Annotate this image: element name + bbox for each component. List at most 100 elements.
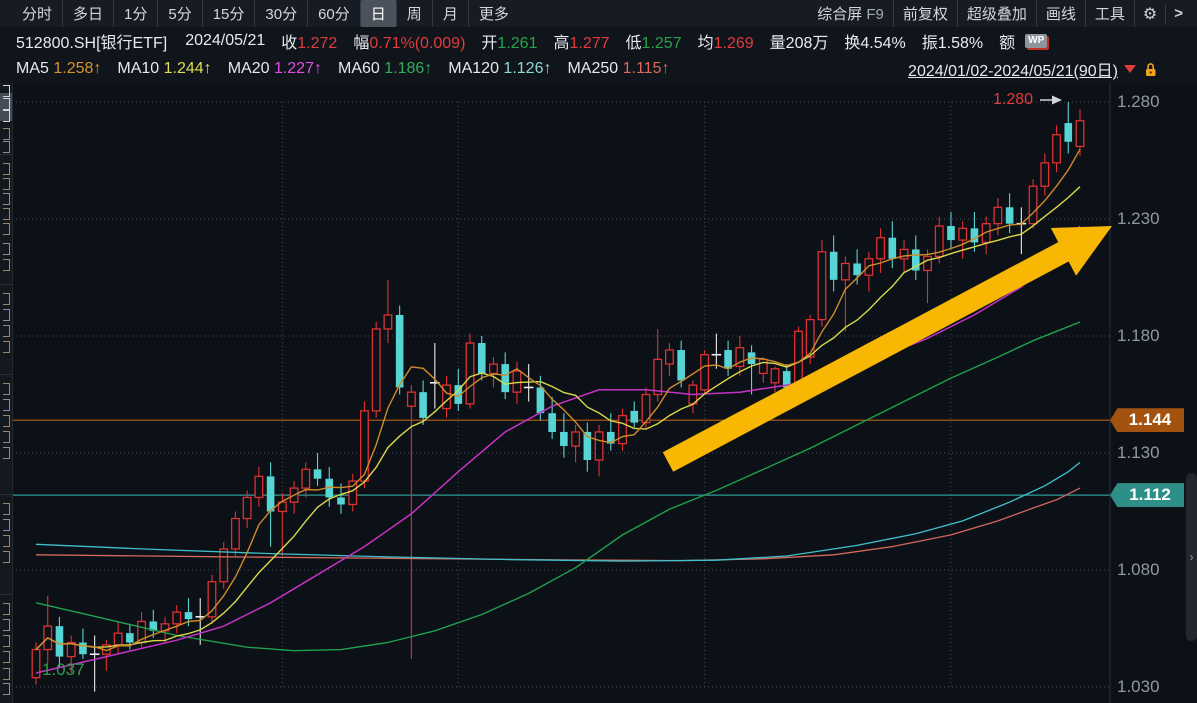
axis-tick-1.130: 1.130 [1117, 443, 1160, 462]
candle [664, 343, 674, 376]
candle [888, 221, 897, 269]
date-range-text[interactable]: 2024/01/02-2024/05/21(90日) [908, 63, 1118, 80]
candle [630, 401, 639, 428]
ma-line [35, 148, 1081, 652]
tool-2[interactable]: 超级叠加 [958, 0, 1037, 27]
quote-field-收: 收1.272 [281, 35, 338, 52]
timeframe-tab-6[interactable]: 60分 [308, 0, 361, 27]
chart-area[interactable]: 1.280 1.230 1.180 1.130 1.080 1.030 1.144 1.112… [0, 83, 1197, 703]
quote-field-高: 高1.277 [553, 35, 610, 52]
candle [1005, 193, 1014, 234]
quote-bar: 512800.SH[银行ETF] 2024/05/21 收1.272 幅0.71%… [0, 27, 1197, 55]
candle [242, 490, 252, 528]
timeframe-tab-8[interactable]: 周 [397, 0, 433, 27]
candle [1016, 207, 1027, 255]
candle [840, 256, 850, 332]
ma-item-MA10: MA10 1.244↑ [117, 60, 212, 77]
candle [947, 211, 955, 250]
candle [313, 453, 322, 486]
lock-icon[interactable] [1144, 62, 1157, 77]
timeframe-tabs: 分时 多日 1分 5分 15分 30分 60分日周月更多 [12, 0, 519, 27]
quote-field-均: 均1.269 [697, 35, 754, 52]
candle [230, 511, 240, 556]
candle [677, 340, 685, 388]
candle [1040, 153, 1050, 196]
candle [1028, 179, 1038, 229]
candle [876, 228, 886, 273]
timeframe-tab-2[interactable]: 1分 [114, 0, 159, 27]
ma-item-MA250: MA250 1.115↑ [567, 60, 670, 77]
ma-item-MA5: MA5 1.258↑ [16, 60, 102, 77]
tool-3[interactable]: 画线 [1037, 0, 1086, 27]
candle [266, 462, 275, 547]
left-edge-strip[interactable] [0, 83, 13, 703]
timeframe-tab-9[interactable]: 月 [433, 0, 469, 27]
quote-field-振: 振1.58% [921, 35, 984, 52]
timeframe-tab-4[interactable]: 15分 [203, 0, 256, 27]
tool-4[interactable]: 工具 [1086, 0, 1135, 27]
axis-tick-1.230: 1.230 [1117, 209, 1160, 228]
price-badge-1.112: 1.112 [1110, 483, 1184, 508]
quote-field-换: 换4.54% [844, 35, 906, 52]
candle [548, 396, 556, 439]
candle [1064, 102, 1073, 154]
quote-field-量: 量208万 [769, 35, 829, 52]
timeframe-tab-0[interactable]: 分时 [12, 0, 64, 27]
candle [113, 621, 123, 655]
candle [149, 609, 158, 638]
candle [700, 350, 710, 395]
candle [993, 197, 1003, 236]
timeframe-tab-10[interactable]: 更多 [478, 6, 509, 23]
candle [489, 357, 498, 388]
ma-line [35, 461, 1081, 562]
axis-tick-1.280: 1.280 [1117, 92, 1160, 111]
ma-item-MA20: MA20 1.227↑ [227, 60, 322, 77]
high-price-annotation: 1.280 [993, 91, 1033, 109]
timeframe-tab-1[interactable]: 多日 [63, 0, 115, 27]
gear-icon[interactable]: ⚙ [1135, 3, 1167, 24]
candlestick-plot[interactable] [0, 83, 1197, 703]
candle [395, 305, 404, 395]
timeframe-tab-7[interactable]: 日 [360, 0, 397, 27]
panel-collapse-handle[interactable]: › [1186, 473, 1197, 641]
candle [571, 424, 581, 463]
candle [348, 474, 358, 512]
candle [923, 249, 932, 304]
candle [79, 628, 87, 659]
high-price-label: 1.280 [993, 91, 1034, 108]
candle [419, 380, 427, 425]
trend-arrow [662, 226, 1112, 472]
low-price-annotation: 1.037 [42, 660, 85, 679]
wp-badge-icon[interactable]: WP [1025, 34, 1048, 48]
price-badge-1.144: 1.144 [1110, 408, 1184, 433]
timeframe-tab-3[interactable]: 5分 [158, 0, 203, 27]
candle [442, 375, 452, 418]
tool-1[interactable]: 前复权 [894, 0, 958, 27]
axis-tick-1.080: 1.080 [1117, 560, 1160, 579]
candle [747, 345, 756, 395]
candle [958, 221, 968, 259]
timeframe-tab-5[interactable]: 30分 [255, 0, 309, 27]
ma-bar: MA5 1.258↑ MA10 1.244↑ MA20 1.227↑ MA60 1.1… [0, 55, 1197, 84]
dropdown-triangle-icon[interactable] [1124, 65, 1136, 73]
candle [864, 251, 874, 292]
toolbar-chevron-icon[interactable]: > [1174, 5, 1183, 22]
ma-legend: MA5 1.258↑ MA10 1.244↑ MA20 1.227↑ MA60 1.1… [0, 60, 669, 78]
ma-item-MA120: MA120 1.126↑ [448, 60, 552, 77]
candle [711, 333, 722, 369]
toolbar-right-tools: 综合屏 F9 前复权 超级叠加 画线 工具 ⚙ > [808, 0, 1191, 27]
quote-field-额: 额 [999, 35, 1016, 52]
candle [301, 462, 311, 498]
candle [1052, 125, 1061, 173]
tool-0[interactable]: 综合屏 F9 [808, 0, 894, 27]
axis-tick-1.180: 1.180 [1117, 326, 1160, 345]
candle [383, 279, 393, 344]
date-range-selector[interactable]: 2024/01/02-2024/05/21(90日) [908, 55, 1157, 83]
candle [758, 357, 768, 383]
candle [66, 635, 76, 673]
candle [371, 321, 381, 418]
candle [55, 616, 64, 669]
ma-item-MA60: MA60 1.186↑ [337, 60, 433, 77]
quote-field-幅: 幅0.71%(0.009) [353, 35, 466, 52]
